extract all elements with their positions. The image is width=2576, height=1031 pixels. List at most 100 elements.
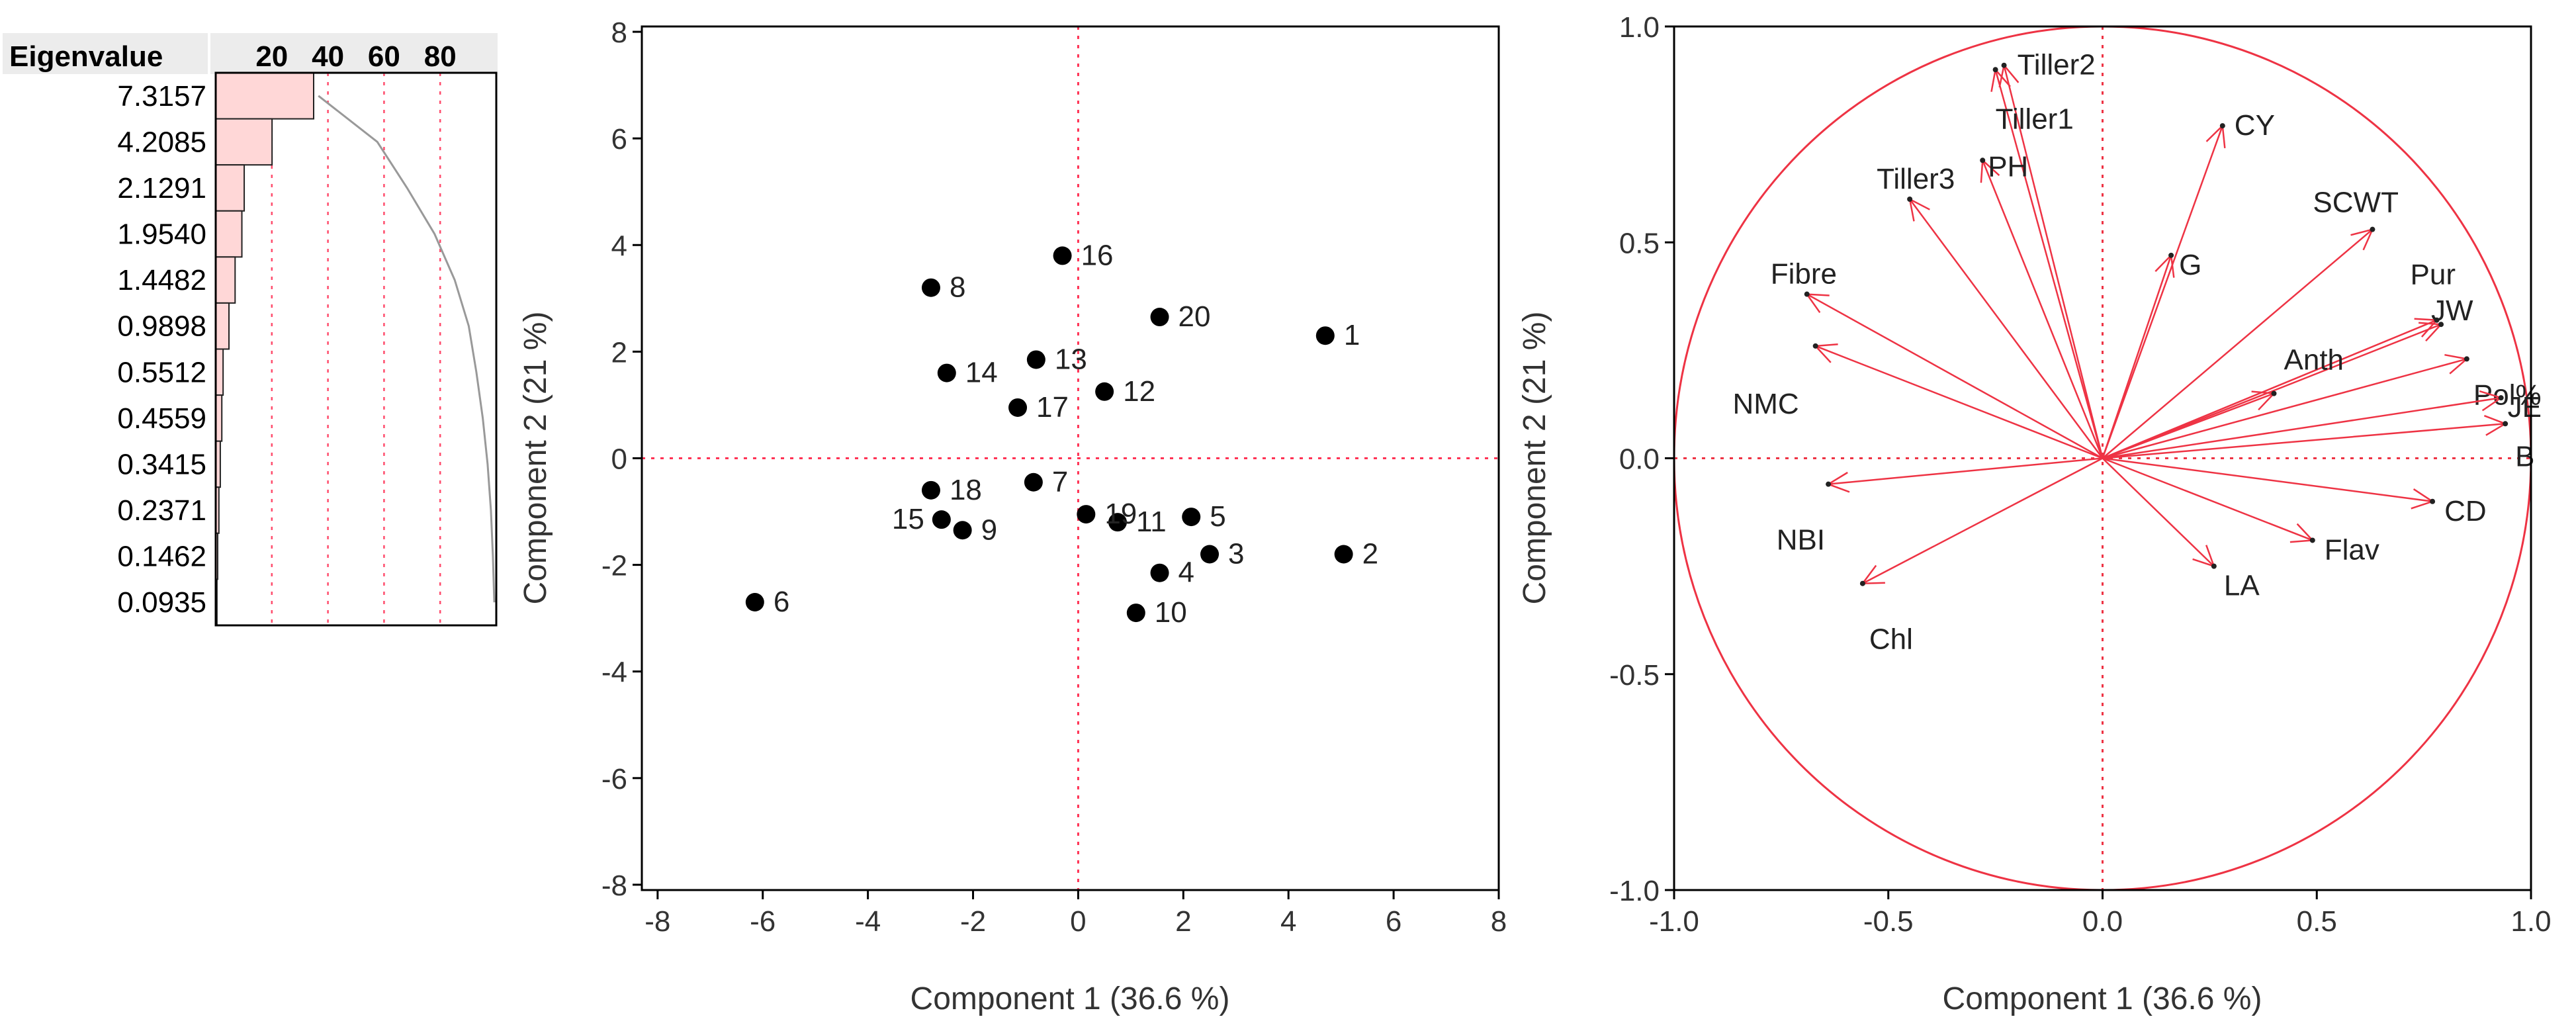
eigenvalue-label: 7.3157 [117, 80, 206, 112]
percent-tick-80: 80 [424, 40, 457, 73]
loading-vector-label: SCWT [2313, 187, 2399, 219]
loading-y-tick-label: -1.0 [1609, 875, 1660, 907]
eigenvalue-label: 0.1462 [117, 541, 206, 573]
score-point-label: 11 [1136, 506, 1167, 538]
loading-y-tick-label: 0.0 [1619, 443, 1660, 476]
score-x-axis-label: Component 1 (36.6 %) [910, 981, 1230, 1016]
loading-arrowhead [1861, 564, 1885, 585]
loading-vector-JW [2102, 324, 2442, 459]
eigenvalue-label: 4.2085 [117, 126, 206, 158]
loading-vector-Tiller3 [1909, 199, 2104, 459]
score-point-9 [953, 521, 972, 540]
loading-vector-Tiller1 [1994, 69, 2104, 459]
loading-vector-label: PH [1988, 150, 2028, 183]
score-point-2 [1334, 545, 1353, 564]
score-x-tick-label: 4 [1280, 905, 1296, 938]
loading-vector-NMC [1815, 345, 2103, 459]
score-point-1 [1315, 326, 1335, 345]
loading-vector-label: LA [2224, 570, 2260, 602]
score-point-label: 12 [1123, 375, 1155, 408]
eigenvalue-label: 1.4482 [117, 264, 206, 296]
score-point-13 [1026, 350, 1045, 369]
eigenvalue-bar [215, 348, 224, 396]
loading-x-tick-label: 0.5 [2297, 905, 2337, 938]
eigenvalue-bar [215, 256, 236, 304]
score-point-label: 10 [1155, 596, 1187, 629]
eigenvalue-bar [215, 118, 273, 166]
loading-vector-tip [1812, 343, 1818, 349]
score-point-label: 19 [1104, 498, 1137, 530]
loading-vector-CD [2102, 457, 2433, 502]
loading-vector-tip [2219, 123, 2225, 129]
loading-vector-CY [2102, 125, 2223, 459]
score-point-label: 6 [774, 586, 789, 618]
score-point-label: 7 [1052, 466, 1068, 498]
score-point-7 [1024, 472, 1043, 492]
percent-tick-40: 40 [312, 40, 344, 73]
percent-header-band [210, 33, 498, 74]
score-point-3 [1200, 545, 1220, 564]
score-point-label: 1 [1344, 319, 1360, 351]
score-point-20 [1150, 308, 1169, 327]
loading-vector-tip [2438, 322, 2444, 328]
score-point-16 [1053, 246, 1072, 265]
score-y-axis-label: Component 2 (21 %) [518, 312, 553, 605]
score-point-label: 17 [1036, 391, 1069, 424]
eigenvalue-bars [215, 72, 314, 627]
loading-vector-tip [1907, 197, 1913, 202]
scree-frame [214, 71, 498, 627]
loading-vector-label: Tiller2 [2018, 49, 2096, 81]
score-point-label: 9 [981, 514, 997, 546]
score-x-tick-label: -2 [960, 905, 986, 938]
percent-tick-20: 20 [255, 40, 288, 73]
loading-x-tick-label: -1.0 [1649, 905, 1699, 938]
score-y-tick-label: 2 [611, 336, 627, 369]
score-point-label: 20 [1178, 300, 1211, 333]
eigenvalue-bar [215, 210, 243, 258]
score-y-tick-label: -6 [601, 763, 627, 795]
loading-vector-Chl [1862, 457, 2104, 584]
eigenvalue-bar [215, 72, 314, 120]
eigenvalue-label: 0.3415 [117, 448, 206, 480]
score-point-17 [1008, 398, 1028, 417]
loading-y-tick-label: -0.5 [1609, 659, 1660, 692]
loading-vector-LA [2102, 457, 2215, 567]
eigenvalue-header-band [3, 33, 208, 74]
loading-vector-tip [2309, 537, 2315, 543]
score-point-label: 13 [1055, 343, 1087, 375]
eigenvalue-bar [215, 164, 245, 212]
score-point-label: 15 [892, 503, 924, 535]
loading-y-tick-label: 1.0 [1619, 11, 1660, 44]
score-x-tick-label: -6 [750, 905, 776, 938]
score-point-11 [1108, 513, 1128, 532]
loading-vector-label: Tiller3 [1877, 163, 1955, 195]
loading-vector-tip [2370, 226, 2376, 232]
loading-vector-NBI [1828, 457, 2103, 485]
loading-vector-SCWT [2102, 228, 2374, 459]
eigenvalue-label: 0.4559 [117, 402, 206, 435]
loading-vector-tip [2211, 563, 2217, 569]
loading-vector-Tiller2 [2003, 65, 2104, 459]
loading-vector-label: CY [2235, 109, 2275, 142]
loading-vector-Pur [2102, 319, 2438, 459]
loading-vector-tip [2498, 395, 2504, 401]
score-point-5 [1182, 508, 1201, 527]
loading-vector-tip [2001, 62, 2007, 68]
score-x-tick-label: 8 [1491, 905, 1507, 938]
loading-vector-tip [2430, 498, 2436, 504]
loading-vector-tip [1980, 157, 1986, 163]
eigenvalue-label: 0.2371 [117, 494, 206, 527]
loading-x-axis: -1.0 -0.5 0.0 0.5 1.0 [1649, 890, 2552, 938]
score-y-tick-label: 8 [611, 17, 627, 49]
score-reference-lines [642, 26, 1499, 890]
score-point-label: 2 [1362, 538, 1378, 570]
score-x-tick-label: 6 [1386, 905, 1401, 938]
loading-x-axis-label: Component 1 (36.6 %) [1943, 981, 2262, 1016]
loading-vector-label: NBI [1777, 524, 1825, 557]
loading-vector-tip [2271, 390, 2277, 396]
loading-vector-tip [1826, 481, 1832, 487]
loading-x-tick-label: 1.0 [2510, 905, 2551, 938]
loading-vector-label: Pol% [2473, 379, 2542, 411]
